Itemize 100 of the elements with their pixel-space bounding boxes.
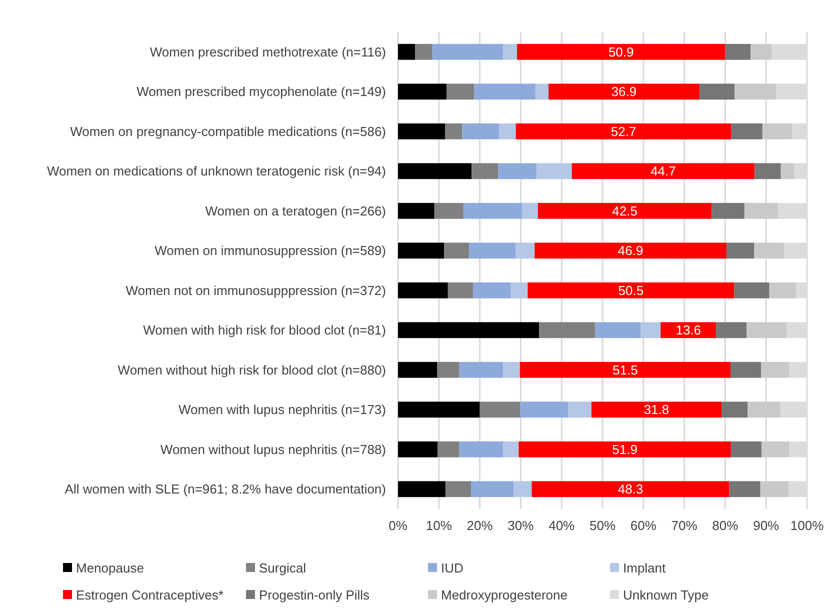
y-tick-label: Women with high risk for blood clot (n=81): [143, 322, 386, 338]
bar: [536, 163, 572, 180]
bar: [730, 441, 762, 458]
bar: [438, 441, 460, 458]
bar: [398, 362, 438, 378]
bar: [532, 481, 730, 498]
y-tick-label: Women on pregnancy-compatible medications (n=586): [70, 124, 386, 139]
bar: [473, 282, 511, 298]
x-tick-label: 60%: [630, 518, 657, 534]
bar: [595, 322, 641, 338]
bar: [725, 44, 751, 60]
data-label: 50.9: [608, 44, 634, 60]
legend-label: Unknown Type: [623, 588, 709, 603]
data-label: 51.9: [612, 442, 638, 457]
bar: [522, 202, 538, 219]
legend-label: IUD: [441, 560, 464, 576]
bar: [517, 44, 726, 60]
bar: [398, 84, 447, 100]
y-tick-label: Women prescribed methotrexate (n=116): [150, 44, 386, 60]
bar: [462, 123, 500, 140]
bar: [568, 402, 592, 418]
bar: [729, 481, 760, 498]
bar: [760, 481, 789, 498]
bar: [480, 402, 520, 418]
bar: [731, 123, 762, 140]
x-tick-label: 20%: [466, 518, 494, 534]
bar: [444, 242, 470, 259]
bar: [398, 481, 446, 498]
legend-label: Progestin-only Pills: [259, 588, 370, 603]
data-label: 48.3: [618, 482, 644, 497]
bar: [437, 362, 460, 378]
bar: [459, 441, 504, 458]
legend-label: Implant: [623, 560, 666, 576]
bar: [516, 123, 732, 140]
bar: [520, 362, 731, 378]
bar: [528, 282, 734, 298]
y-tick-label: Women without high risk for blood clot (n=880): [118, 362, 386, 378]
bar: [748, 402, 780, 418]
bar: [518, 441, 731, 458]
y-tick-label: Women prescribed mycophenolate (n=149): [136, 84, 386, 100]
data-label: 52.7: [610, 124, 636, 139]
bar: [415, 44, 432, 60]
bar: [398, 282, 448, 298]
bar: [744, 202, 778, 219]
bar: [398, 402, 480, 418]
bar: [534, 242, 726, 259]
x-tick-label: 10%: [426, 518, 452, 534]
y-tick-label: Women not on immunosupppression (n=372): [126, 282, 386, 298]
bar: [510, 282, 528, 298]
bar: [471, 481, 514, 498]
legend-label: Estrogen Contraceptives*: [76, 588, 224, 603]
y-tick-label: Women on medications of unknown teratogenic risk (n=94): [46, 164, 386, 179]
bar: [398, 242, 444, 259]
bar: [746, 322, 787, 338]
bar: [398, 441, 438, 458]
bar: [640, 322, 661, 338]
legend-label: Medroxyprogesterone: [441, 588, 568, 603]
legend-label: Surgical: [259, 560, 306, 576]
data-label: 36.9: [611, 84, 637, 100]
bar: [734, 84, 776, 100]
bar: [538, 202, 712, 219]
bar: [754, 163, 781, 180]
bar: [469, 242, 516, 259]
bar: [514, 481, 532, 498]
bar: [722, 402, 748, 418]
y-tick-label: Women on immunosuppression (n=589): [154, 243, 386, 258]
data-label: 13.6: [676, 322, 702, 338]
data-label: 31.8: [644, 402, 670, 418]
bar: [699, 84, 735, 100]
bar: [446, 84, 474, 100]
bar: [398, 322, 540, 338]
bar: [499, 123, 516, 140]
y-tick-label: Women without lupus nephritis (n=788): [160, 442, 386, 457]
x-tick-label: 40%: [548, 518, 576, 534]
bar: [780, 163, 794, 180]
x-tick-label: 0%: [388, 518, 408, 534]
bar: [535, 84, 549, 100]
data-label: 42.5: [612, 203, 638, 218]
bar: [448, 282, 474, 298]
x-tick-label: 30%: [508, 518, 534, 534]
bar: [712, 202, 744, 219]
y-tick-label: Women with lupus nephritis (n=173): [178, 402, 386, 418]
bar: [503, 44, 518, 60]
x-tick-label: 90%: [753, 518, 780, 534]
bar: [498, 163, 537, 180]
bar: [398, 202, 434, 219]
bar: [591, 402, 722, 418]
bar: [445, 481, 472, 498]
y-tick-label: All women with SLE (n=961; 8.2% have documentation): [64, 482, 386, 497]
legend-label: Menopause: [76, 560, 144, 576]
y-tick-label: Women on a teratogen (n=266): [205, 203, 386, 218]
bar: [445, 123, 462, 140]
bar: [398, 163, 472, 180]
bar: [463, 202, 522, 219]
bar: [734, 282, 770, 298]
bar: [503, 441, 519, 458]
bar: [754, 242, 784, 259]
data-label: 46.9: [618, 243, 644, 258]
bar: [762, 441, 790, 458]
bar: [434, 202, 464, 219]
